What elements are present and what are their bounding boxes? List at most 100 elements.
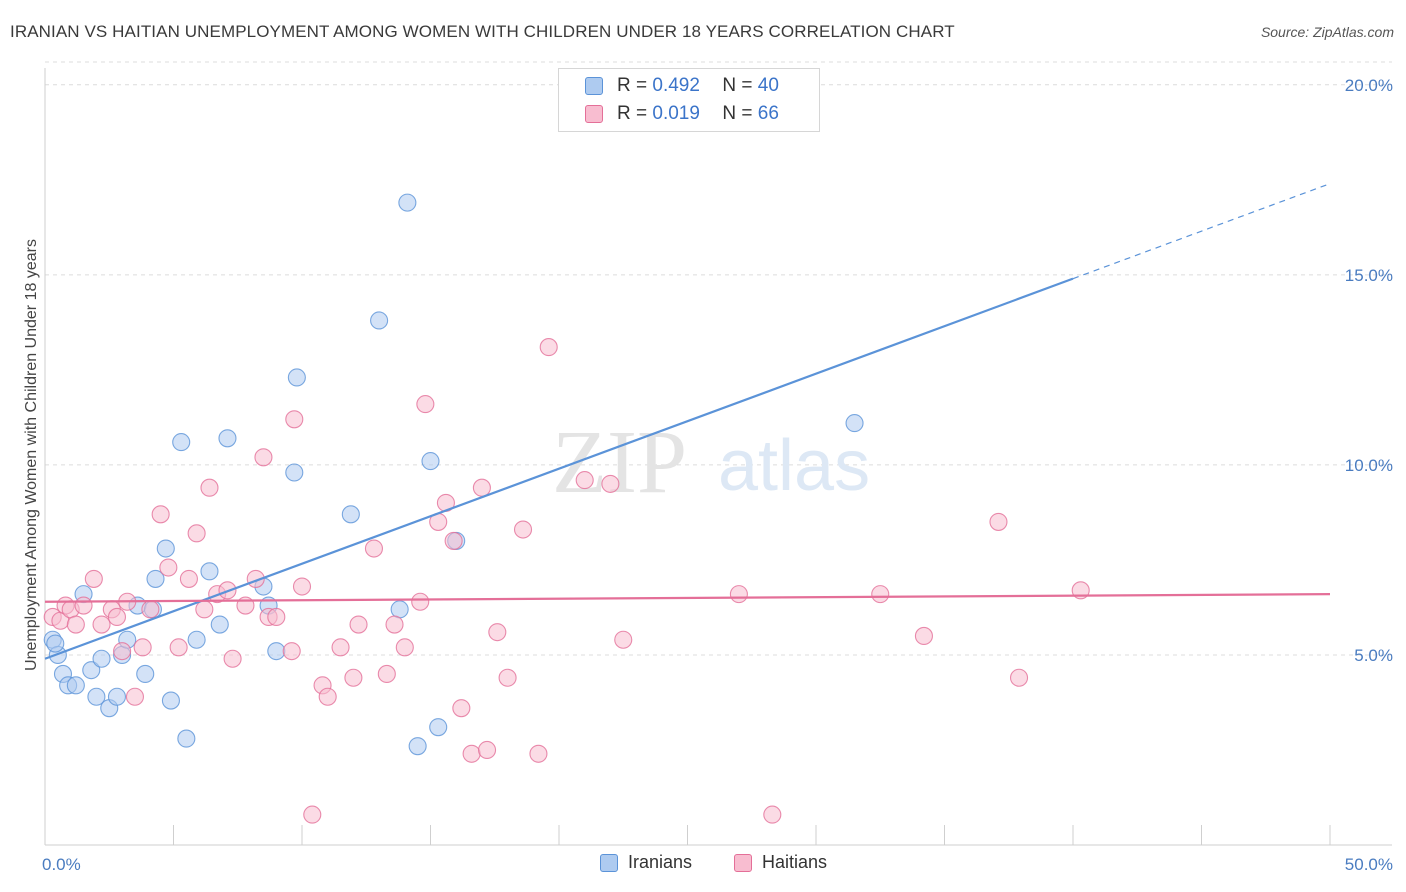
haitian-point: [292, 577, 312, 596]
haitian-point: [575, 471, 594, 490]
chart-title: IRANIAN VS HAITIAN UNEMPLOYMENT AMONG WO…: [10, 22, 955, 41]
haitian-point: [187, 524, 206, 543]
haitian-point: [92, 615, 111, 634]
haitian-point: [472, 478, 491, 497]
iranian-point: [390, 600, 409, 619]
n-value: 40: [757, 75, 779, 96]
iranian-point: [82, 661, 101, 680]
haitian-point: [416, 395, 435, 414]
haitian-point: [84, 569, 103, 588]
haitian-point: [282, 642, 301, 661]
haitian-point: [871, 585, 890, 604]
iranian-point: [370, 311, 389, 330]
watermark: ZIP atlas: [552, 413, 870, 512]
haitian-point: [151, 505, 170, 524]
haitian-point: [125, 687, 144, 706]
haitian-point: [66, 615, 85, 634]
haitian-point: [498, 668, 517, 687]
iranian-point: [218, 429, 237, 448]
iranian-point: [172, 433, 191, 452]
watermark-atlas: atlas: [718, 426, 870, 506]
iranian-point: [107, 687, 127, 706]
n-label: N =: [722, 103, 753, 124]
haitian-point: [539, 338, 558, 357]
iranian-point: [429, 718, 448, 737]
iranian-point: [156, 539, 175, 558]
haitian-point: [349, 615, 368, 634]
iranian-point: [46, 634, 65, 653]
haitian-point: [133, 638, 152, 657]
legend-label-iranians: Iranians: [628, 852, 693, 872]
haitian-point: [223, 649, 242, 668]
iranian-point: [285, 463, 304, 482]
haitian-point: [344, 668, 363, 687]
grid-lines: [45, 61, 1392, 656]
iranian-point: [421, 452, 440, 471]
haitian-point: [113, 642, 132, 661]
haitian-point: [303, 805, 322, 824]
haitian-point: [462, 744, 481, 763]
haitian-point: [601, 474, 620, 493]
iranian-point: [845, 414, 864, 433]
iranian-point: [341, 505, 360, 524]
trend-lines: [44, 183, 1331, 660]
r-value: 0.019: [652, 103, 700, 124]
haitian-point: [444, 531, 463, 550]
y-tick-label: 5.0%: [1354, 646, 1393, 665]
haitian-point: [141, 600, 160, 619]
series-legend: Iranians Haitians: [0, 852, 1406, 876]
y-tick-label: 15.0%: [1345, 266, 1393, 285]
haitian-point: [254, 448, 273, 467]
iranian-point: [87, 687, 106, 706]
haitian-point: [285, 410, 304, 429]
iranians-swatch: [585, 77, 603, 95]
legend-label-haitians: Haitians: [762, 852, 828, 872]
iranian-point: [408, 737, 427, 756]
haitian-point: [169, 638, 188, 657]
haitian-point: [452, 699, 471, 718]
haitian-point: [411, 592, 430, 611]
iranian-point: [146, 569, 165, 588]
iranian-point: [136, 664, 155, 684]
haitian-point: [195, 600, 214, 619]
haitian-point: [488, 623, 507, 642]
haitian-point: [395, 638, 414, 657]
r-label: R =: [617, 75, 648, 96]
source-credit: Source: ZipAtlas.com: [1260, 24, 1394, 40]
iranian-point: [200, 562, 219, 581]
haitian-point: [159, 558, 178, 577]
iranian-point: [210, 615, 229, 634]
n-label: N =: [722, 75, 753, 96]
legend-item-iranians: Iranians: [600, 852, 692, 873]
haitian-point: [1009, 668, 1029, 687]
haitian-point: [477, 740, 497, 760]
iranian-point: [92, 649, 111, 668]
stats-row-haitians: R = 0.019 N = 66: [585, 102, 779, 126]
iranian-point: [398, 193, 417, 212]
haitian-point: [331, 638, 350, 657]
iranian-point: [287, 368, 306, 387]
haitian-point: [74, 596, 93, 615]
r-label: R =: [617, 103, 648, 124]
haitian-trend-line: [44, 593, 1331, 603]
iranians-legend-swatch: [600, 853, 618, 872]
iranian-point: [161, 691, 180, 710]
tick-labels: 5.0% 10.0% 15.0% 20.0% 0.0% 50.0%: [42, 76, 1393, 874]
y-tick-label: 10.0%: [1345, 456, 1393, 475]
haitian-point: [318, 687, 337, 706]
haitians-legend-swatch: [734, 853, 752, 872]
stats-row-iranians: R = 0.492 N = 40: [585, 74, 779, 98]
haitian-point: [267, 607, 286, 626]
haitian-point: [763, 805, 782, 824]
legend-item-haitians: Haitians: [734, 852, 827, 873]
haitian-point: [385, 615, 404, 634]
x-tick-label: 0.0%: [42, 855, 81, 874]
n-value: 66: [757, 103, 779, 124]
r-value: 0.492: [652, 75, 700, 96]
axes: [44, 68, 1392, 846]
iranian-trend-line: [44, 277, 1074, 660]
iranian-point: [66, 676, 85, 695]
haitian-point: [729, 585, 748, 604]
y-tick-label: 20.0%: [1345, 76, 1393, 95]
